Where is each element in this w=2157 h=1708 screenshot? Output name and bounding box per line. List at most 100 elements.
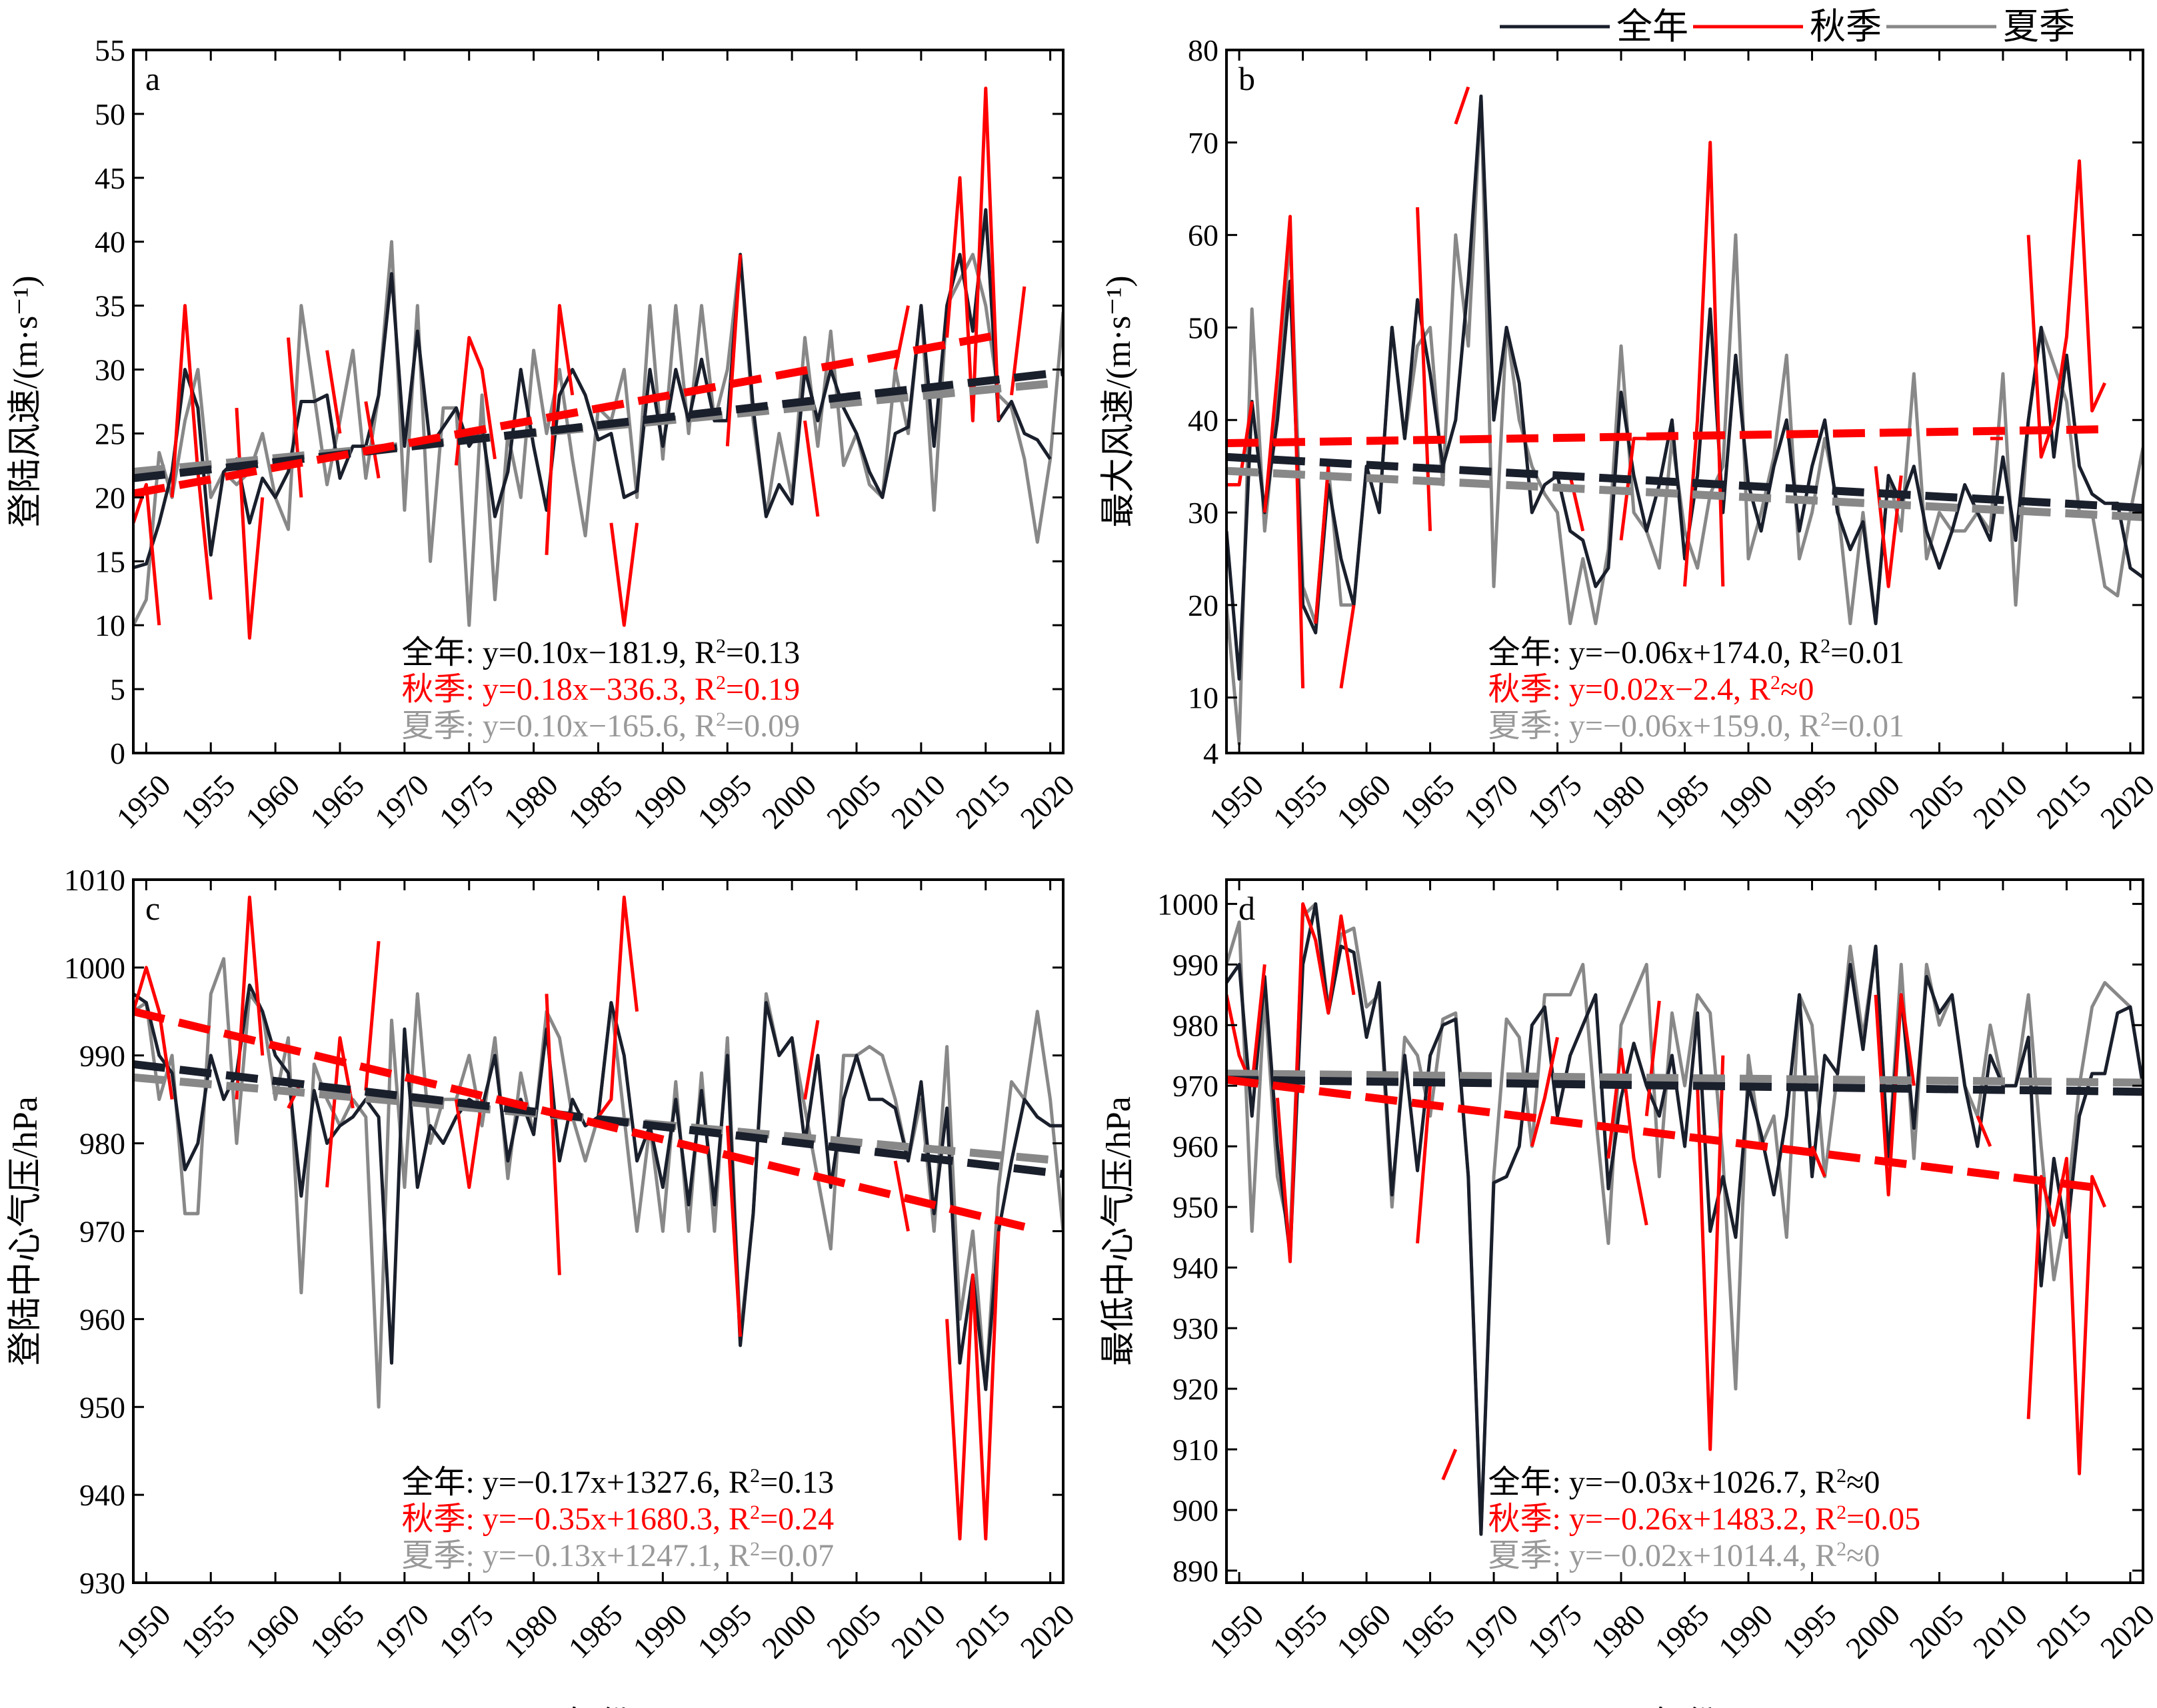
series-line-summer [1226,902,2143,1536]
x-tick-label: 2015 [2030,768,2098,835]
x-tick-label: 1970 [368,768,435,835]
x-tick-label: 1960 [239,1597,306,1665]
equation-formula: y=0.10x−165.6, R [483,708,716,744]
regression-equation: 全年: y=−0.06x+174.0, R2=0.01 [1488,635,1905,671]
series-line-autumn-segment [597,895,639,1118]
y-tick-label: 60 [1188,219,1218,253]
x-tick-label: 1955 [174,1597,241,1665]
y-tick-label: 1000 [1157,887,1218,921]
series-line-summer [133,240,1063,627]
trend-line-autumn [133,1007,1026,1231]
equation-r2-value: =0.13 [726,635,800,670]
trend-line-autumn [1226,425,2105,447]
x-tick-label: 1960 [239,768,306,835]
y-tick-label: 940 [1172,1251,1218,1285]
regression-equation: 夏季: y=−0.06x+159.0, R2=0.01 [1488,708,1905,744]
series-line-autumn-segment [454,1099,484,1190]
series-line-all-year [1226,94,2143,681]
trend-line-autumn [1226,1076,2106,1193]
x-tick-label: 2015 [949,768,1017,835]
y-tick-label: 70 [1188,126,1218,160]
x-tick-label: 1995 [1776,768,1843,835]
regression-equation: 夏季: y=−0.02x+1014.4, R2≈0 [1488,1538,1880,1574]
series-line-autumn-segment [1606,1048,1648,1226]
equation-label: 秋季: [402,672,483,707]
equation-r2-value: =0.05 [1846,1501,1920,1537]
equation-r2-value: =0.09 [726,708,800,744]
series-line-autumn-segment [1454,86,1470,125]
y-tick-label: 10 [1188,681,1218,715]
y-tick-label: 940 [79,1478,125,1512]
regression-equation: 全年: y=−0.03x+1026.7, R2≈0 [1488,1465,1880,1501]
series-line-autumn-segment [945,1231,1001,1541]
y-tick-label: 4 [1203,736,1218,770]
trend-line-all-year [133,368,1063,482]
series-line-autumn-segment [545,304,575,555]
y-tick-label: 50 [95,97,125,131]
plot-area [133,895,1063,1541]
y-tick-label: 15 [95,544,125,578]
equation-formula: y=−0.26x+1483.2, R [1569,1501,1836,1537]
series-line-autumn-segment [1810,1146,1826,1178]
x-tick-label: 2020 [1014,768,1081,835]
equation-formula: y=−0.17x+1327.6, R [483,1465,750,1500]
x-tick-label: 2005 [1903,768,1970,835]
panel-label: c [145,890,160,927]
x-tick-label: 2020 [2094,1597,2157,1665]
y-tick-label: 950 [79,1390,125,1424]
equation-r2-value: =0.24 [760,1501,834,1537]
equation-formula: y=−0.06x+159.0, R [1569,708,1820,744]
y-tick-label: 45 [95,161,125,195]
x-tick-label: 1985 [562,768,629,835]
y-tick-label: 0 [110,736,125,770]
series-line-autumn-segment [1339,604,1356,689]
x-tick-label: 2010 [885,768,952,835]
x-tick-label: 1950 [1202,1597,1270,1665]
x-tick-label: 1990 [627,1597,694,1665]
panel-label: a [145,60,160,97]
x-tick-label: 1980 [1584,768,1652,835]
equation-r2-value: =0.13 [760,1465,834,1500]
trend-line-all-year [1226,1076,2143,1096]
equation-label: 全年: [402,1465,483,1500]
series-line-autumn-segment [1262,215,1305,688]
series-line-autumn-segment [133,966,174,1100]
equation-superscript: 2 [1836,1465,1846,1487]
y-tick-label: 960 [1172,1130,1218,1164]
series-line-autumn-segment [364,401,381,479]
series-line-autumn-segment [325,350,342,434]
x-tick-label: 1955 [1266,1597,1334,1665]
chart-panel-b: 4 10 20 30 40 50 60 70 80 19501955196019651970197… [1100,33,2157,835]
equation-label: 全年: [1488,635,1569,670]
series-line-autumn-segment [2026,159,2106,459]
trend-line-summer [1226,466,2143,522]
x-tick-label: 1975 [1521,768,1588,835]
series-line-autumn-segment [1416,1085,1432,1244]
regression-equation: 秋季: y=0.02x−2.4, R2≈0 [1488,672,1814,708]
series-line-autumn-segment [2026,1156,2107,1475]
regression-equation: 全年: y=0.10x−181.9, R2=0.13 [402,635,801,671]
y-tick-label: 20 [1188,588,1218,622]
equation-formula: y=0.02x−2.4, R [1569,672,1770,707]
y-tick-label: 960 [79,1302,125,1336]
x-tick-label: 1960 [1330,768,1397,835]
equation-label: 秋季: [402,1501,483,1537]
equation-r2-value: ≈0 [1780,672,1814,707]
equation-label: 夏季: [1488,1538,1569,1573]
series-line-autumn-segment [803,1020,820,1100]
x-tick-label: 2000 [1839,768,1906,835]
equation-r2-value: ≈0 [1846,1538,1880,1573]
x-tick-label: 1960 [1330,1597,1397,1665]
y-tick-label: 920 [1172,1372,1218,1406]
x-tick-label: 2000 [1839,1597,1906,1665]
x-tick-label: 2005 [1903,1597,1970,1665]
equation-superscript: 2 [716,708,726,730]
series-line-all-year [1226,902,2143,1536]
x-tick-label: 2005 [820,768,887,835]
series-line-autumn-segment [1696,1055,1725,1451]
trend-line-summer [1226,1070,2143,1087]
equation-superscript: 2 [750,1465,760,1487]
equation-formula: y=−0.06x+174.0, R [1569,635,1820,670]
y-tick-label: 30 [1188,496,1218,530]
